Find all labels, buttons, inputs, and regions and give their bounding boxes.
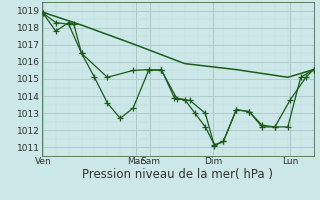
X-axis label: Pression niveau de la mer( hPa ): Pression niveau de la mer( hPa ) [82, 168, 273, 181]
